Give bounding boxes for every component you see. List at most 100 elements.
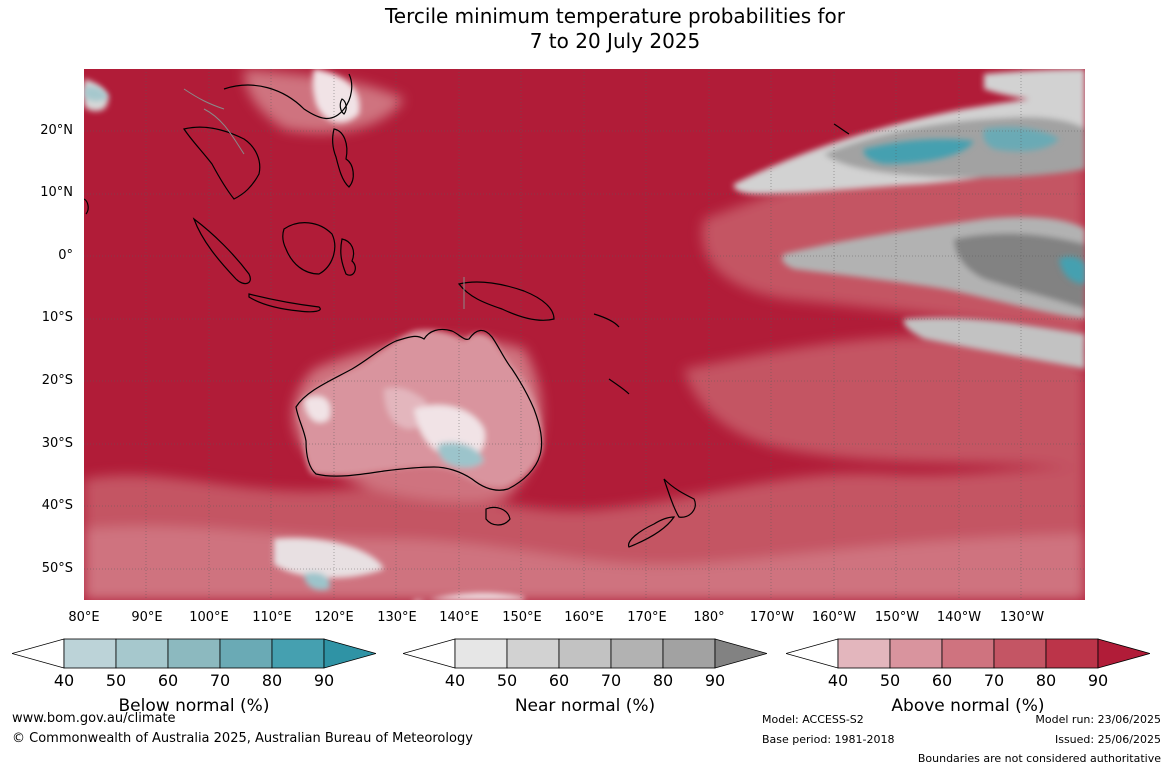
legend-colour-cell (662, 638, 716, 669)
lat-label-0: 0° (58, 248, 73, 263)
lon-label-170w: 170°W (749, 610, 795, 625)
lon-label-140e: 140°E (439, 610, 479, 625)
disclaimer-text: Boundaries are not considered authoritat… (917, 752, 1161, 765)
legend-colour-cell (1045, 638, 1099, 669)
lon-label-150e: 150°E (502, 610, 542, 625)
legend-below-colorbar (10, 638, 378, 669)
taiwan-coast (339, 98, 347, 115)
legend-colour-cell (219, 638, 273, 669)
lon-label-130w: 130°W (999, 610, 1045, 625)
legend-high-arrow (323, 638, 378, 669)
title-line-2: 7 to 20 July 2025 (529, 29, 701, 53)
legend-low-arrow (10, 638, 65, 669)
legend-near-tick: 90 (704, 671, 726, 690)
legend-near-normal: 40 50 60 70 80 90 Near normal (%) (401, 638, 769, 716)
legend-high-arrow (714, 638, 769, 669)
legend-below-tick: 90 (313, 671, 335, 690)
borneo-coast (282, 222, 336, 275)
issued-text: Issued: 25/06/2025 (1054, 733, 1161, 746)
legend-colour-cell (558, 638, 612, 669)
legend-colour-cell (271, 638, 325, 669)
copyright-text: © Commonwealth of Australia 2025, Austra… (12, 731, 473, 746)
legend-low-arrow (401, 638, 456, 669)
legend-near-tick: 80 (652, 671, 674, 690)
lon-label-120e: 120°E (314, 610, 354, 625)
legend-near-name: Near normal (%) (514, 696, 656, 716)
legend-near-tick: 50 (496, 671, 518, 690)
lon-label-130e: 130°E (377, 610, 417, 625)
australia-coast (295, 328, 543, 491)
legend-above-tick: 50 (879, 671, 901, 690)
sumatra-coast (192, 217, 251, 285)
lon-label-170e: 170°E (627, 610, 667, 625)
legend-above-tick: 80 (1035, 671, 1057, 690)
model-text: Model: ACCESS-S2 (762, 713, 864, 726)
legend-near-colorbar (401, 638, 769, 669)
legend-below-tick: 80 (261, 671, 283, 690)
lat-label-40s: 40°S (41, 498, 73, 513)
legend-near-ticks: 40 50 60 70 80 90 (403, 671, 767, 691)
boundaries (183, 88, 465, 309)
legend-below-normal: 40 50 60 70 80 90 Below normal (%) (10, 638, 378, 716)
legend-low-arrow (784, 638, 839, 669)
legend-above-ticks: 40 50 60 70 80 90 (786, 671, 1150, 691)
lon-label-160w: 160°W (811, 610, 857, 625)
legend-colour-cell (837, 638, 891, 669)
legend-above-tick: 70 (983, 671, 1005, 690)
lat-label-30s: 30°S (41, 436, 73, 451)
new-guinea-coast (457, 281, 555, 321)
lon-label-140w: 140°W (936, 610, 982, 625)
java-coast (248, 293, 321, 313)
legend-colour-cell (506, 638, 560, 669)
below-normal-areas (84, 86, 1085, 284)
legend-above-tick: 90 (1087, 671, 1109, 690)
legend-below-name: Below normal (%) (118, 696, 270, 716)
indochina-coast (183, 126, 261, 200)
lon-label-150w: 150°W (874, 610, 920, 625)
legend-below-tick: 50 (105, 671, 127, 690)
new-zealand-north (663, 478, 696, 518)
china-coast (223, 73, 353, 119)
lon-label-100e: 100°E (189, 610, 229, 625)
legend-colour-cell (610, 638, 664, 669)
lon-label-180: 180° (693, 610, 725, 625)
legend-high-arrow (1097, 638, 1152, 669)
legend-near-tick: 40 (444, 671, 466, 690)
australia-interior (84, 69, 543, 600)
lon-label-80e: 80°E (68, 610, 100, 625)
legend-colour-cell (941, 638, 995, 669)
legend-colour-cell (115, 638, 169, 669)
lon-label-110e: 110°E (252, 610, 292, 625)
lat-label-10n: 10°N (40, 185, 73, 200)
lat-label-20n: 20°N (40, 123, 73, 138)
legend-colour-cell (889, 638, 943, 669)
graticule (84, 69, 1085, 600)
legend-above-normal: 40 50 60 70 80 90 Above normal (%) (784, 638, 1152, 716)
lat-label-20s: 20°S (41, 373, 73, 388)
lon-label-90e: 90°E (131, 610, 163, 625)
website-link[interactable]: www.bom.gov.au/climate (12, 711, 176, 726)
coastlines (84, 73, 850, 548)
solomon-islands (593, 313, 620, 328)
philippines-coast (332, 128, 354, 188)
tasmania-coast (485, 506, 511, 526)
sulawesi-coast (340, 238, 356, 276)
probability-map (84, 69, 1085, 600)
lon-label-160e: 160°E (564, 610, 604, 625)
legend-above-colorbar (784, 638, 1152, 669)
new-caledonia (608, 378, 630, 395)
map-title: Tercile minimum temperature probabilitie… (0, 4, 1173, 54)
title-line-1: Tercile minimum temperature probabilitie… (384, 4, 846, 28)
map-svg (84, 69, 1085, 600)
lat-label-10s: 10°S (41, 310, 73, 325)
base-period-text: Base period: 1981-2018 (762, 733, 895, 746)
lat-label-50s: 50°S (41, 561, 73, 576)
legend-below-tick: 40 (53, 671, 75, 690)
legend-below-ticks: 40 50 60 70 80 90 (12, 671, 376, 691)
legend-below-tick: 60 (157, 671, 179, 690)
legend-above-tick: 40 (827, 671, 849, 690)
legend-colour-cell (167, 638, 221, 669)
legend-above-tick: 60 (931, 671, 953, 690)
legend-above-name: Above normal (%) (891, 696, 1045, 716)
legend-near-tick: 60 (548, 671, 570, 690)
